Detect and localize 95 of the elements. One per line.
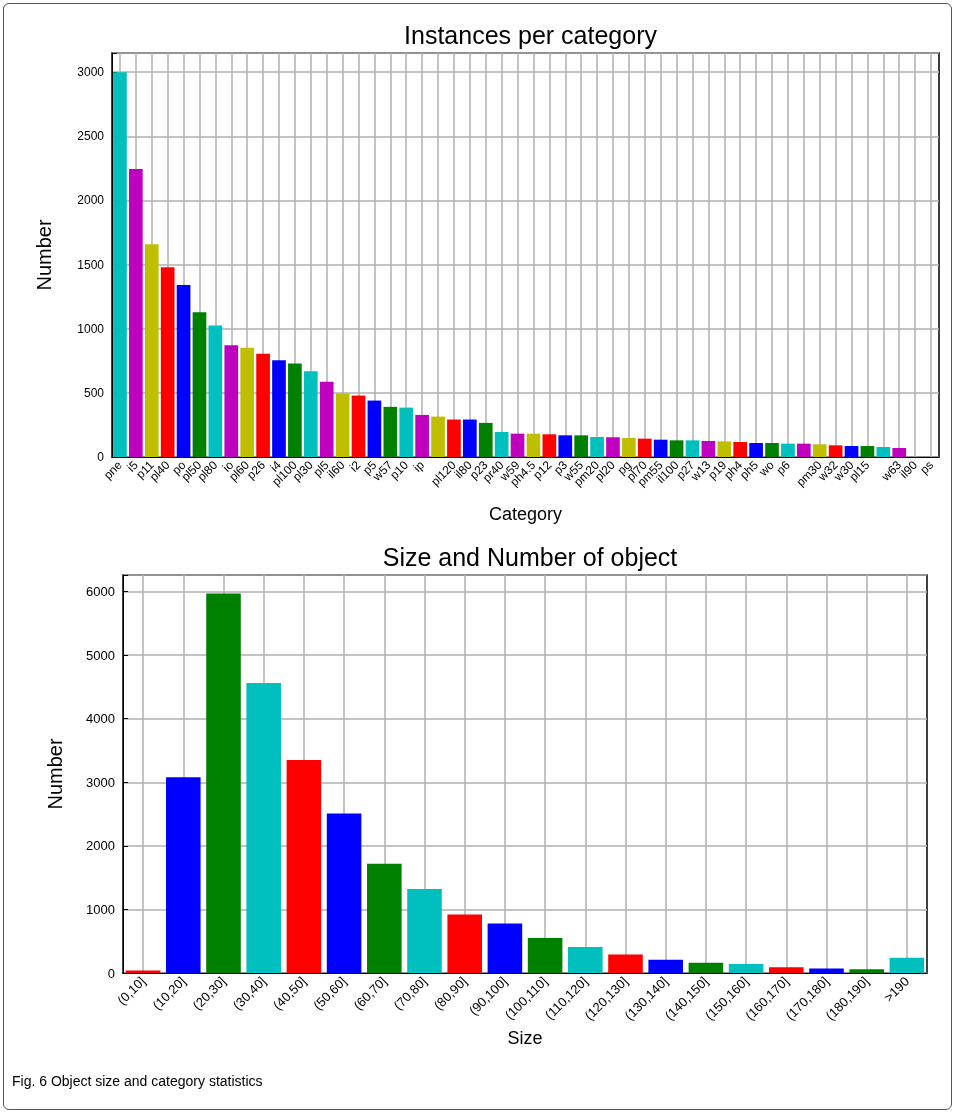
bar: [208, 325, 223, 457]
bar: [526, 433, 541, 457]
bar: [288, 363, 302, 457]
y-tick-label: 2000: [77, 193, 105, 208]
bar: [367, 863, 402, 973]
bar: [542, 434, 557, 457]
bar: [113, 72, 127, 457]
bar: [892, 448, 907, 457]
bar: [463, 419, 477, 457]
bar: [144, 244, 159, 457]
y-tick-label: 4000: [86, 711, 115, 727]
bar: [728, 964, 764, 973]
bar: [431, 416, 445, 457]
bar: [828, 445, 843, 457]
x-tick-label: i2: [346, 457, 364, 475]
bar: [487, 923, 523, 973]
bar: [574, 435, 588, 457]
bar: [303, 371, 318, 457]
bar: [399, 407, 414, 457]
x-axis-title: Size: [507, 1028, 543, 1049]
chart-title: Instances per category: [404, 20, 658, 49]
bar: [701, 440, 716, 457]
bar: [160, 267, 175, 457]
y-axis-title: Number: [44, 738, 66, 810]
bar: [769, 967, 804, 973]
y-tick-label: 1500: [77, 257, 105, 272]
bar: [648, 959, 683, 973]
bar: [568, 946, 603, 973]
bar: [606, 437, 620, 457]
x-tick-label: p6: [773, 457, 794, 478]
y-tick-label: 500: [83, 385, 105, 400]
bar: [447, 914, 482, 973]
bar: [653, 439, 668, 457]
bar: [272, 360, 286, 457]
bar: [246, 683, 281, 973]
bar: [286, 760, 322, 973]
bar: [383, 406, 398, 457]
bar: [335, 393, 350, 457]
bar: [558, 435, 573, 457]
bar: [176, 285, 191, 457]
bar: [326, 813, 362, 973]
bar: [240, 347, 255, 457]
y-tick-label: 2500: [77, 129, 105, 144]
bar: [733, 441, 748, 457]
bar: [812, 444, 827, 457]
y-tick-label: 1000: [86, 901, 115, 917]
bar: [637, 438, 652, 457]
bar: [622, 438, 636, 457]
caption: Fig. 6 Object size and category statistics: [12, 1073, 263, 1089]
bar: [510, 433, 525, 457]
y-tick-label: 3000: [86, 774, 115, 790]
bar: [796, 443, 811, 457]
y-tick-label: 5000: [86, 647, 115, 663]
bar: [765, 443, 779, 457]
y-tick-label: 0: [107, 965, 115, 981]
bar: [407, 889, 442, 973]
bar: [447, 419, 461, 457]
x-tick-label: ps: [917, 458, 936, 477]
y-tick-label: 1000: [77, 321, 105, 336]
bar: [781, 443, 795, 457]
bar: [717, 441, 732, 457]
bar: [844, 445, 859, 457]
bar: [876, 447, 891, 457]
bar: [685, 440, 700, 457]
chart-title: Size and Number of object: [382, 542, 678, 571]
bar: [206, 593, 241, 973]
y-tick-label: 0: [97, 450, 105, 464]
bar: [478, 422, 493, 457]
y-tick-label: 6000: [86, 584, 115, 600]
y-axis-title: Number: [33, 219, 55, 291]
bar: [688, 962, 724, 973]
bar: [125, 970, 161, 973]
bar: [608, 954, 643, 973]
bar: [669, 440, 684, 457]
bar: [351, 395, 366, 457]
bar: [367, 400, 382, 457]
x-tick-label: ip: [410, 457, 428, 475]
bar: [224, 345, 239, 457]
bar: [590, 436, 604, 457]
bar: [415, 414, 429, 457]
bar: [166, 777, 201, 973]
bar: [494, 431, 509, 457]
bar: [527, 938, 563, 973]
bar: [256, 353, 270, 457]
bar: [749, 443, 763, 457]
bar: [860, 445, 875, 457]
x-axis-title: Category: [488, 504, 563, 524]
bar: [319, 381, 334, 457]
y-tick-label: 2000: [86, 838, 115, 854]
bar: [809, 968, 844, 973]
bar: [129, 169, 143, 457]
bar: [889, 957, 925, 973]
bar: [849, 969, 884, 973]
y-tick-label: 3000: [77, 65, 105, 80]
bar: [192, 312, 207, 457]
